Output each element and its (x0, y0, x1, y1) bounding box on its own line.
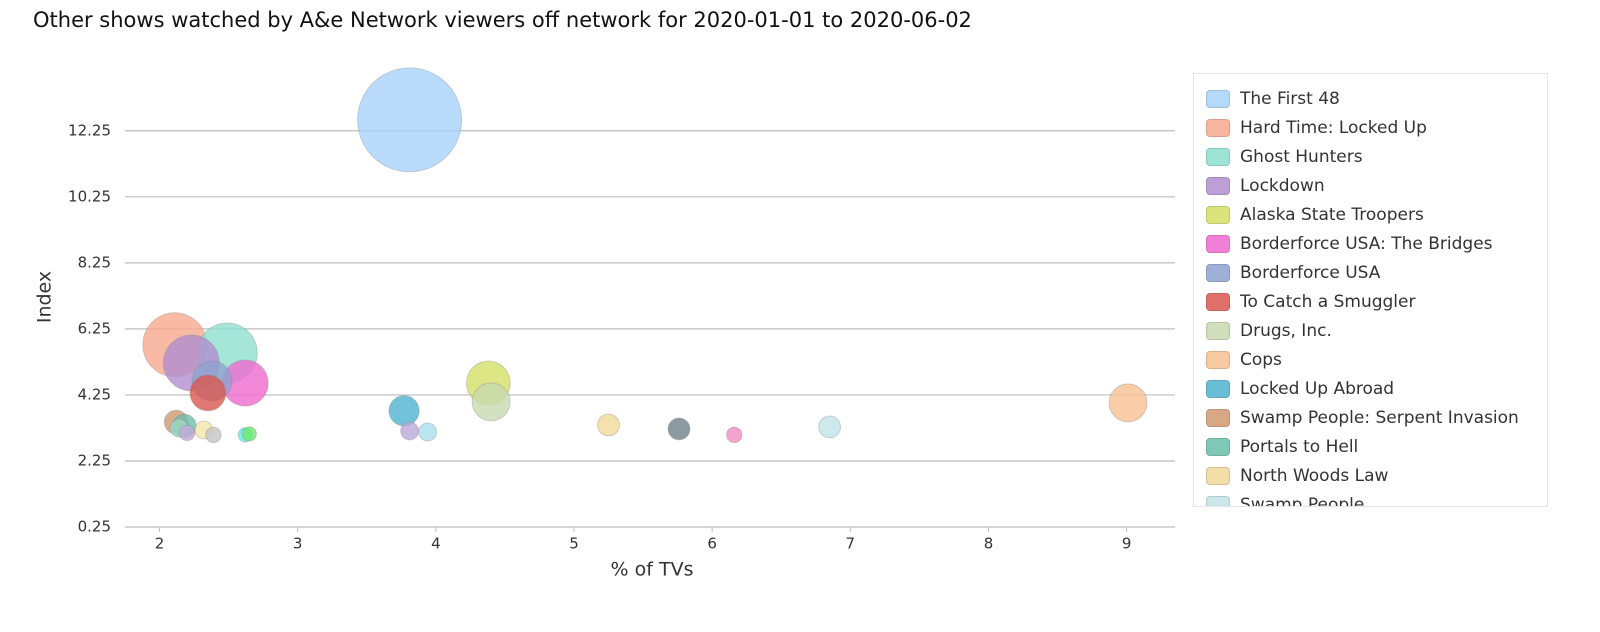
x-axis-label: % of TVs (611, 559, 694, 581)
x-tick-label: 2 (155, 535, 165, 553)
x-tick-label: 9 (1122, 535, 1132, 553)
bubble (418, 422, 438, 442)
x-tick-label: 7 (846, 535, 856, 553)
legend-label: Ghost Hunters (1240, 147, 1363, 167)
legend-item[interactable]: Swamp People: Serpent Invasion (1206, 407, 1519, 429)
legend-item[interactable]: Lockdown (1206, 175, 1325, 197)
legend-label: Hard Time: Locked Up (1240, 118, 1427, 138)
legend-item[interactable]: Cops (1206, 349, 1282, 371)
legend-label: Swamp People (1240, 495, 1365, 507)
bubble (400, 421, 420, 441)
y-tick-label: 0.25 (78, 518, 111, 536)
legend-label: Portals to Hell (1240, 437, 1359, 457)
legend-item[interactable]: Borderforce USA: The Bridges (1206, 233, 1493, 255)
legend: The First 48 Hard Time: Locked Up Ghost Hu… (1193, 73, 1548, 507)
bubble (388, 395, 420, 427)
y-axis-label: Index (34, 271, 56, 323)
legend-label: Borderforce USA (1240, 263, 1381, 283)
legend-item[interactable]: Portals to Hell (1206, 436, 1358, 458)
legend-swatch (1206, 438, 1230, 456)
y-tick-label: 10.25 (68, 187, 111, 205)
legend-item[interactable]: Ghost Hunters (1206, 146, 1363, 168)
legend-item[interactable]: To Catch a Smuggler (1206, 291, 1415, 313)
legend-item[interactable]: Borderforce USA (1206, 262, 1380, 284)
legend-label: Alaska State Troopers (1240, 205, 1424, 225)
chart: Other shows watched by A&e Network viewe… (33, 8, 1175, 581)
bubble (1108, 383, 1148, 423)
legend-swatch (1206, 177, 1230, 195)
bubble (597, 413, 621, 437)
x-tick-label: 3 (293, 535, 303, 553)
x-tick-label: 5 (569, 535, 579, 553)
legend-swatch (1206, 322, 1230, 340)
legend-label: To Catch a Smuggler (1240, 292, 1416, 312)
bubble (667, 417, 691, 441)
legend-item[interactable]: The First 48 (1206, 88, 1340, 110)
legend-swatch (1206, 409, 1230, 427)
legend-swatch (1206, 148, 1230, 166)
legend-swatch (1206, 351, 1230, 369)
x-tick-label: 4 (431, 535, 441, 553)
bubble (726, 426, 743, 444)
legend-swatch (1206, 90, 1230, 108)
legend-item[interactable]: Hard Time: Locked Up (1206, 117, 1427, 139)
x-tick-label: 8 (984, 535, 994, 553)
legend-item[interactable]: Swamp People (1206, 494, 1365, 507)
legend-label: Borderforce USA: The Bridges (1240, 234, 1493, 254)
legend-item[interactable]: North Woods Law (1206, 465, 1388, 487)
bubble (818, 415, 842, 439)
legend-item[interactable]: Locked Up Abroad (1206, 378, 1394, 400)
y-tick-label: 2.25 (78, 451, 111, 469)
y-tick-label: 4.25 (78, 385, 111, 403)
bubble (205, 426, 222, 444)
legend-label: Swamp People: Serpent Invasion (1240, 408, 1519, 428)
bubble (189, 374, 227, 412)
legend-item[interactable]: Drugs, Inc. (1206, 320, 1332, 342)
bubble (357, 67, 463, 173)
legend-swatch (1206, 293, 1230, 311)
legend-label: Lockdown (1240, 176, 1325, 196)
bubble (241, 426, 257, 442)
legend-label: Drugs, Inc. (1240, 321, 1332, 341)
legend-label: North Woods Law (1240, 466, 1389, 486)
legend-label: The First 48 (1240, 89, 1340, 109)
x-tick-label: 6 (707, 535, 717, 553)
legend-swatch (1206, 119, 1230, 137)
legend-swatch (1206, 264, 1230, 282)
legend-swatch (1206, 380, 1230, 398)
chart-title: Other shows watched by A&e Network viewe… (33, 8, 972, 32)
legend-item[interactable]: Alaska State Troopers (1206, 204, 1424, 226)
legend-swatch (1206, 235, 1230, 253)
legend-label: Cops (1240, 350, 1282, 370)
y-tick-label: 12.25 (68, 121, 111, 139)
legend-label: Locked Up Abroad (1240, 379, 1395, 399)
y-tick-label: 6.25 (78, 319, 111, 337)
legend-swatch (1206, 467, 1230, 485)
y-tick-label: 8.25 (78, 253, 111, 271)
legend-swatch (1206, 496, 1230, 506)
bubble (178, 424, 196, 442)
legend-swatch (1206, 206, 1230, 224)
bubble (471, 382, 511, 422)
